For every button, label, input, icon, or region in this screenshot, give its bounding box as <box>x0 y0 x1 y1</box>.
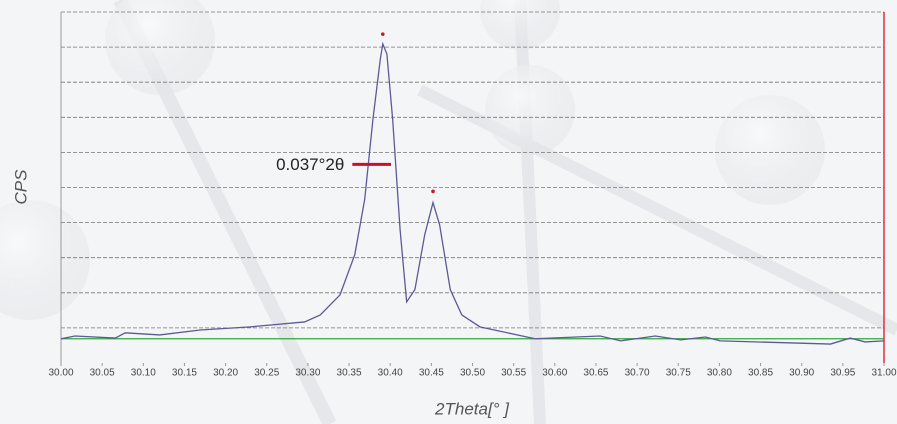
x-tick-label: 30.90 <box>789 368 814 379</box>
x-tick-label: 30.60 <box>542 368 567 379</box>
x-tick-label: 30.35 <box>337 368 362 379</box>
x-tick-label: 30.25 <box>254 368 279 379</box>
x-tick-label: 30.40 <box>378 368 403 379</box>
x-tick-label: 30.10 <box>131 368 156 379</box>
x-tick-label: 30.85 <box>748 368 773 379</box>
x-axis-label: 2Theta[° ] <box>434 399 510 418</box>
x-tick-label: 30.80 <box>707 368 732 379</box>
x-tick-label: 30.55 <box>501 368 526 379</box>
x-tick-label: 30.05 <box>90 368 115 379</box>
x-tick-label: 30.50 <box>460 368 485 379</box>
x-tick-label: 30.75 <box>666 368 691 379</box>
x-tick-label: 30.15 <box>172 368 197 379</box>
peak-marker <box>431 189 435 194</box>
x-tick-label: 30.20 <box>213 368 238 379</box>
x-tick-label: 30.70 <box>625 368 650 379</box>
peak-marker <box>380 32 385 36</box>
x-tick-label: 30.45 <box>419 368 444 379</box>
fwhm-label: 0.037°2θ <box>276 155 344 174</box>
x-tick-label: 30.00 <box>48 368 73 379</box>
x-tick-label: 30.65 <box>583 368 608 379</box>
y-axis-label: CPS <box>11 169 30 205</box>
x-tick-label: 30.95 <box>830 368 855 379</box>
x-tick-label: 31.00 <box>871 368 896 379</box>
data-line <box>60 41 885 345</box>
x-tick-label: 30.30 <box>295 368 320 379</box>
